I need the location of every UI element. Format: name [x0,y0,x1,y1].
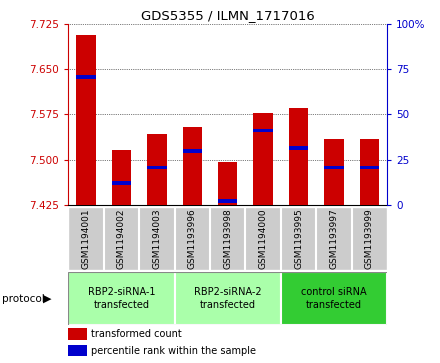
Text: control siRNA
transfected: control siRNA transfected [301,287,367,310]
Bar [253,129,273,132]
Bar [218,199,238,203]
Bar [147,166,167,170]
Text: GSM1194002: GSM1194002 [117,208,126,269]
Text: GSM1193998: GSM1193998 [223,208,232,269]
Bar [183,150,202,153]
Bar [324,166,344,170]
Bar [76,35,95,205]
Bar [360,139,379,205]
Bar [289,146,308,150]
Text: GSM1193997: GSM1193997 [330,208,338,269]
Bar [112,181,131,184]
Bar [147,134,167,205]
Text: ▶: ▶ [43,294,52,303]
Bar [68,345,87,356]
Bar [183,127,202,205]
Text: GSM1193999: GSM1193999 [365,208,374,269]
Title: GDS5355 / ILMN_1717016: GDS5355 / ILMN_1717016 [141,9,315,23]
Bar [324,139,344,205]
Text: GSM1193995: GSM1193995 [294,208,303,269]
Bar [218,162,238,205]
Text: percentile rank within the sample: percentile rank within the sample [91,346,256,355]
Bar [68,272,175,325]
Bar [360,166,379,170]
Text: GSM1194000: GSM1194000 [259,208,268,269]
Bar [175,272,281,325]
Text: GSM1194001: GSM1194001 [81,208,91,269]
Bar [253,113,273,205]
Text: RBP2-siRNA-2
transfected: RBP2-siRNA-2 transfected [194,287,261,310]
Text: GSM1194003: GSM1194003 [152,208,161,269]
Bar [289,108,308,205]
Bar [68,328,87,340]
Text: RBP2-siRNA-1
transfected: RBP2-siRNA-1 transfected [88,287,155,310]
Text: GSM1193996: GSM1193996 [188,208,197,269]
Text: transformed count: transformed count [91,329,181,339]
Bar [76,75,95,79]
Bar [281,272,387,325]
Text: protocol: protocol [2,294,45,303]
Bar [112,150,131,205]
